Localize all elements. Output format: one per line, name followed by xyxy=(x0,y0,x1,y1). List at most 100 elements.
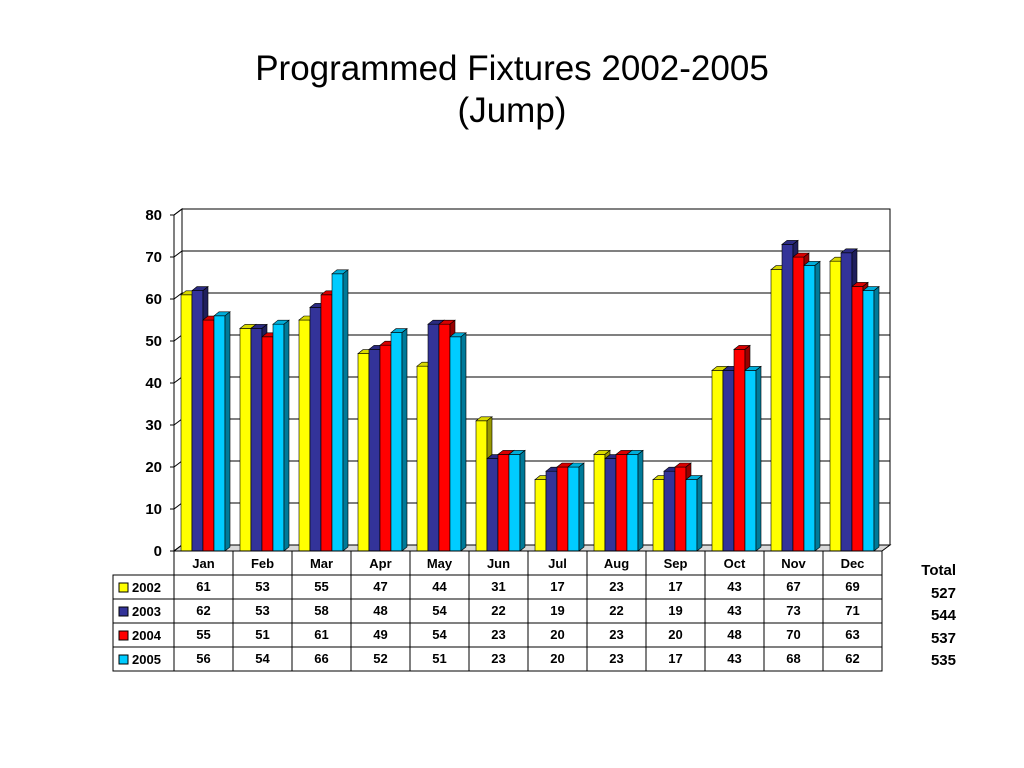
data-label: 54 xyxy=(255,651,270,666)
bar-2003-Nov xyxy=(781,244,794,552)
total-2004: 537 xyxy=(930,629,956,647)
bar-2004-Jun xyxy=(497,454,510,552)
data-label: 54 xyxy=(432,603,447,618)
data-label: 23 xyxy=(609,579,623,594)
bar-side xyxy=(637,449,644,552)
bar-2002-Mar xyxy=(298,319,311,552)
y-tick-label: 60 xyxy=(145,291,162,308)
bar-2005-Feb xyxy=(272,323,285,552)
bar-2003-Jul xyxy=(545,470,558,552)
legend-swatch-2002 xyxy=(118,582,129,593)
bar-2005-Aug xyxy=(626,454,639,552)
bar-2002-Dec xyxy=(829,260,842,552)
x-tick-label: Feb xyxy=(251,556,274,571)
data-label: 23 xyxy=(609,651,623,666)
data-label: 70 xyxy=(786,627,800,642)
data-label: 31 xyxy=(491,579,505,594)
total-2002: 527 xyxy=(930,584,956,602)
data-label: 53 xyxy=(255,579,269,594)
bar-2002-Apr xyxy=(357,353,370,552)
data-label: 20 xyxy=(668,627,682,642)
bar-2005-Apr xyxy=(390,332,403,552)
data-label: 69 xyxy=(845,579,859,594)
bar-2003-Mar xyxy=(309,307,322,552)
bar-2005-Oct xyxy=(744,370,757,552)
data-label: 19 xyxy=(550,603,564,618)
y-tick-label: 10 xyxy=(145,501,162,518)
data-label: 17 xyxy=(550,579,564,594)
bar-2004-Mar xyxy=(320,294,333,552)
gridline xyxy=(173,292,890,300)
data-label: 61 xyxy=(196,579,210,594)
chart-title: Programmed Fixtures 2002-2005 xyxy=(255,49,769,88)
bar-2003-Jan xyxy=(191,290,204,552)
bar-2004-May xyxy=(438,323,451,552)
chart-subtitle: (Jump) xyxy=(457,91,567,130)
x-tick-label: Oct xyxy=(724,556,746,571)
data-label: 55 xyxy=(314,579,328,594)
bar-2002-May xyxy=(416,365,429,552)
x-tick-label: Apr xyxy=(369,556,391,571)
bar-2005-Nov xyxy=(803,265,816,552)
bar-2004-Apr xyxy=(379,344,392,552)
bar-2004-Jan xyxy=(202,319,215,552)
data-label: 53 xyxy=(255,603,269,618)
bar-2003-Sep xyxy=(663,470,676,552)
data-label: 47 xyxy=(373,579,387,594)
legend-swatch-2003 xyxy=(118,606,129,617)
bar-side xyxy=(401,327,408,552)
data-label: 58 xyxy=(314,603,328,618)
bar-2002-Sep xyxy=(652,479,665,552)
data-label: 22 xyxy=(609,603,623,618)
x-tick-label: Dec xyxy=(841,556,865,571)
total-2005: 535 xyxy=(930,652,956,669)
bar-side xyxy=(283,319,290,552)
bar-side xyxy=(224,311,231,552)
bar-side xyxy=(755,365,762,552)
data-label: 73 xyxy=(786,603,800,618)
data-label: 68 xyxy=(786,651,800,666)
y-tick-label: 0 xyxy=(154,543,162,560)
x-tick-label: Aug xyxy=(604,556,629,571)
bar-2005-May xyxy=(449,336,462,552)
bar-2003-Oct xyxy=(722,370,735,552)
bar-2002-Jun xyxy=(475,420,488,552)
data-label: 22 xyxy=(491,603,505,618)
data-label: 51 xyxy=(255,627,269,642)
bar-2004-Aug xyxy=(615,454,628,552)
data-label: 43 xyxy=(727,651,741,666)
data-label: 54 xyxy=(432,627,447,642)
bar-2003-May xyxy=(427,323,440,552)
y-tick-label: 50 xyxy=(145,333,162,350)
legend-swatch-2005 xyxy=(118,654,129,665)
data-label: 23 xyxy=(491,651,505,666)
data-label: 62 xyxy=(196,603,210,618)
data-label: 49 xyxy=(373,627,387,642)
bar-2002-Nov xyxy=(770,269,783,552)
bar-2003-Feb xyxy=(250,328,263,552)
data-label: 63 xyxy=(845,627,859,642)
x-tick-label: Nov xyxy=(781,556,806,571)
data-label: 19 xyxy=(668,603,682,618)
y-tick-label: 40 xyxy=(145,375,162,392)
bar-2004-Jul xyxy=(556,466,569,552)
bar-2005-Jul xyxy=(567,466,580,552)
bar-side xyxy=(696,474,703,552)
data-label: 44 xyxy=(432,579,447,594)
y-tick-label: 20 xyxy=(145,459,162,476)
bar-2004-Sep xyxy=(674,466,687,552)
bar-2002-Oct xyxy=(711,370,724,552)
totals-label: Total xyxy=(921,562,956,579)
y-tick-label: 80 xyxy=(145,207,162,224)
data-label: 52 xyxy=(373,651,387,666)
bar-side xyxy=(342,269,349,552)
data-label: 43 xyxy=(727,603,741,618)
bar-2004-Feb xyxy=(261,336,274,552)
x-tick-label: Jan xyxy=(192,556,214,571)
data-label: 17 xyxy=(668,651,682,666)
bar-2005-Jan xyxy=(213,315,226,552)
data-label: 23 xyxy=(609,627,623,642)
data-label: 51 xyxy=(432,651,446,666)
data-label: 67 xyxy=(786,579,800,594)
data-label: 48 xyxy=(727,627,741,642)
